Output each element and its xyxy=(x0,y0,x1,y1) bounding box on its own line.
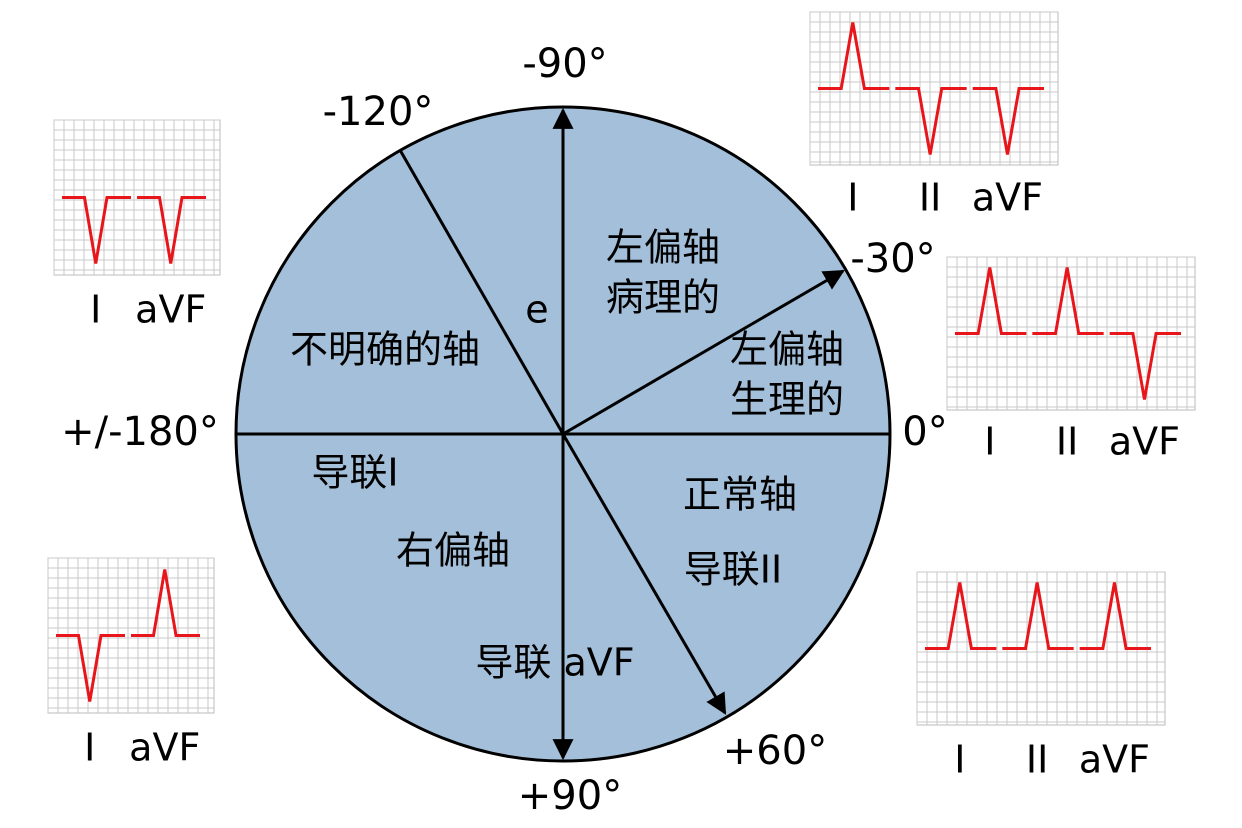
region-label: 病理的 xyxy=(606,276,720,320)
lead-label: II xyxy=(919,176,941,220)
angle-label: +/-180° xyxy=(61,409,219,455)
lead-label: I xyxy=(847,176,858,220)
ecg-wave xyxy=(1079,582,1151,650)
axis-line-30 xyxy=(562,269,845,436)
lead-label: aVF xyxy=(1109,420,1180,464)
lead-label: I xyxy=(984,420,995,464)
angle-label: -120° xyxy=(323,89,434,135)
lead-label: II xyxy=(1056,420,1078,464)
angle-label: -30° xyxy=(850,236,935,282)
axis-line-60 xyxy=(561,433,727,715)
region-label: 左偏轴 xyxy=(606,226,720,270)
lead-label: aVF xyxy=(1079,738,1150,782)
labels: -90°-120°-30°0°+/-180°+60°+90°左偏轴病理的e左偏轴… xyxy=(61,41,948,819)
lead-label: aVF xyxy=(135,288,206,332)
lead-label: I xyxy=(90,288,101,332)
lead-label: I xyxy=(84,726,95,770)
lead-label: aVF xyxy=(129,726,200,770)
region-label: 左偏轴 xyxy=(730,328,844,372)
region-label: 右偏轴 xyxy=(396,529,510,573)
region-label: 正常轴 xyxy=(683,473,797,517)
region-label: 不明确的轴 xyxy=(290,328,480,372)
ecg-wave xyxy=(62,196,131,264)
ecg-wave xyxy=(955,267,1027,335)
ecg-wave xyxy=(1032,267,1104,335)
ecg-panel: I II aVF xyxy=(946,256,1196,464)
lead-label: I xyxy=(954,738,965,782)
region-label: 导联II xyxy=(684,548,782,592)
lead-label: II xyxy=(1026,738,1048,782)
angle-label: 0° xyxy=(902,409,947,455)
ecg-wave xyxy=(895,87,967,155)
ecg-wave xyxy=(131,569,200,637)
angle-label: +90° xyxy=(518,773,622,819)
region-label: 导联I xyxy=(311,451,398,495)
angle-label: -90° xyxy=(522,41,607,87)
ecg-wave xyxy=(137,196,206,264)
region-label: e xyxy=(525,288,548,332)
ecg-wave xyxy=(972,87,1044,155)
region-label: 生理的 xyxy=(730,378,844,422)
ecg-wave xyxy=(818,22,890,90)
ecg-wave xyxy=(56,634,125,702)
region-label: 导联 aVF xyxy=(475,641,634,685)
angle-label: +60° xyxy=(723,728,827,774)
ecg-panel: I II aVF xyxy=(809,11,1059,220)
ecg-wave xyxy=(925,582,997,650)
ecg-wave xyxy=(1109,332,1181,400)
lead-label: aVF xyxy=(972,176,1043,220)
axis-line-120 xyxy=(398,149,565,435)
ecg-wave xyxy=(1002,582,1074,650)
ecg-panel: I II aVF xyxy=(916,571,1166,782)
